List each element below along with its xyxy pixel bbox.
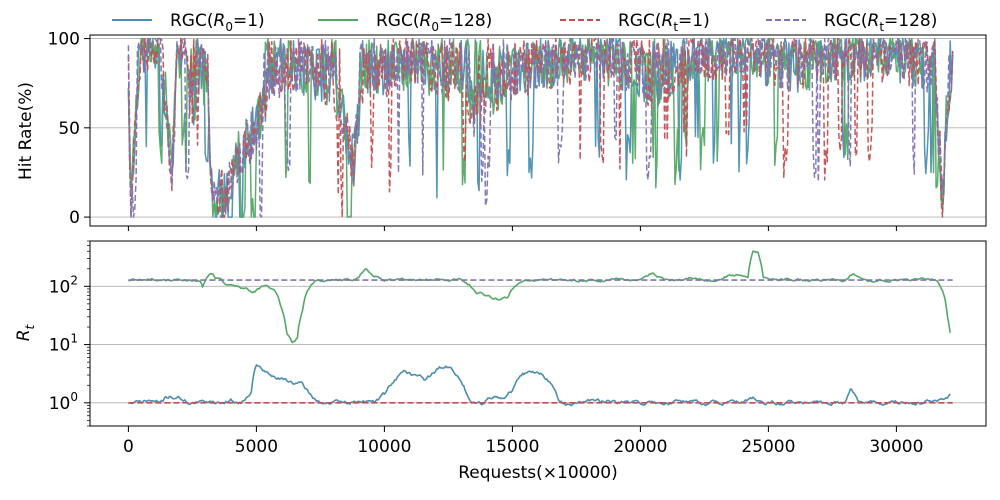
legend-item-4: RGC(Rt=128): [766, 11, 937, 34]
x-axis-label: Requests(×10000): [458, 463, 618, 483]
top-axes: 0 50 100: [48, 30, 897, 231]
top-y-tick-label: 50: [58, 119, 80, 139]
bottom-x-tick-label: 25000: [741, 437, 795, 457]
legend-item-3: RGC(Rt=1): [560, 11, 710, 34]
bottom-y-tick-label: 100: [49, 390, 78, 414]
top-y-tick-label: 100: [48, 30, 80, 50]
bottom-y-tick-label: 101: [49, 332, 78, 356]
top-y-tick-label: 0: [69, 208, 80, 228]
bottom-x-tick-label: 30000: [869, 437, 923, 457]
bottom-grid: [90, 285, 986, 404]
legend-label: RGC(R0=128): [376, 11, 492, 34]
bottom-x-tick-label: 10000: [357, 437, 411, 457]
top-frame: [89, 34, 987, 227]
top-series: [127, 37, 954, 218]
legend-label: RGC(Rt=1): [618, 11, 710, 34]
legend: RGC(R0=1) RGC(R0=128) RGC(Rt=1) RGC(Rt=128): [112, 11, 937, 34]
legend-label: RGC(Rt=128): [824, 11, 937, 34]
bottom-series-line-1: [127, 364, 951, 407]
bottom-x-tick-label: 20000: [613, 437, 667, 457]
bottom-y-axis-label-sub: t: [23, 323, 37, 329]
legend-item-2: RGC(R0=128): [318, 11, 492, 34]
top-panel: 0 50 100 Hit Rate(%): [16, 30, 987, 231]
bottom-series-line-2: [128, 250, 951, 344]
bottom-frame: [89, 240, 987, 427]
bottom-y-axis-label: Rt: [14, 323, 37, 341]
legend-label: RGC(R0=1): [170, 11, 265, 34]
bottom-series: [127, 250, 953, 407]
bottom-x-tick-label: 5000: [235, 437, 278, 457]
bottom-axes: 100 101 102 0 5000 10000 15000 20000 25000 30000: [49, 240, 923, 457]
legend-item-1: RGC(R0=1): [112, 11, 265, 34]
top-series-line-1: [127, 37, 953, 218]
top-y-axis-label: Hit Rate(%): [16, 82, 36, 180]
top-series-line-4: [127, 37, 954, 218]
bottom-x-tick-label: 15000: [485, 437, 539, 457]
top-series-line-3: [127, 37, 954, 218]
bottom-y-tick-label: 102: [49, 273, 78, 297]
bottom-x-tick-label: 0: [123, 437, 134, 457]
